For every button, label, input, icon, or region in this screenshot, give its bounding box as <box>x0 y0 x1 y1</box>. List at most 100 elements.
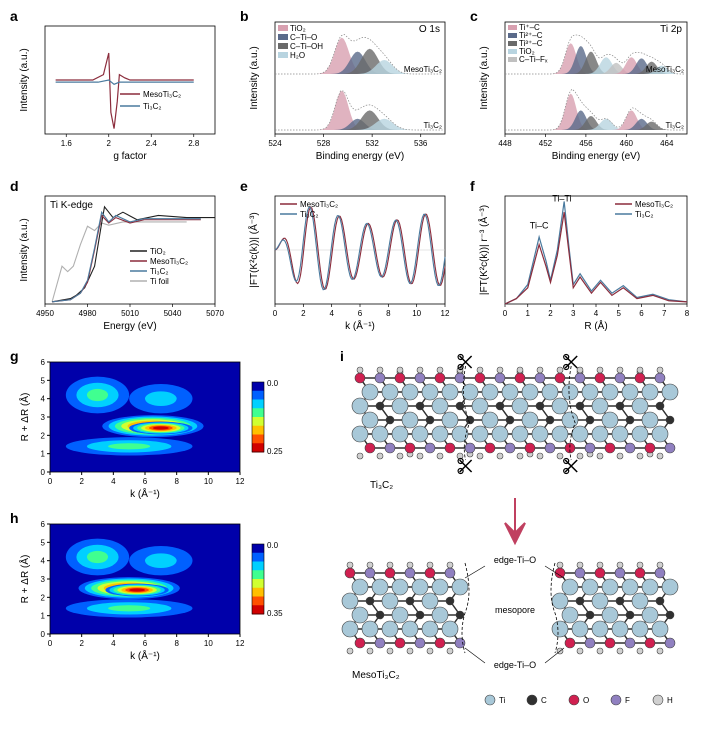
svg-text:0.0: 0.0 <box>267 541 279 550</box>
panel-a: a 1.622.42.8g factorIntensity (a.u.)Meso… <box>10 8 225 168</box>
svg-text:edge-Ti–O: edge-Ti–O <box>494 555 536 565</box>
svg-text:4: 4 <box>329 309 334 318</box>
svg-text:0: 0 <box>503 309 508 318</box>
panel-a-label: a <box>10 8 18 24</box>
svg-text:0: 0 <box>48 639 53 648</box>
svg-text:MesoTi₃C₂: MesoTi₃C₂ <box>646 65 684 74</box>
svg-text:0: 0 <box>48 477 53 486</box>
svg-text:12: 12 <box>236 639 245 648</box>
svg-text:536: 536 <box>414 139 428 148</box>
svg-text:k (Å⁻¹): k (Å⁻¹) <box>130 649 160 662</box>
svg-text:Energy (eV): Energy (eV) <box>103 321 156 332</box>
svg-text:C–Ti–Fₓ: C–Ti–Fₓ <box>519 55 548 64</box>
svg-text:8: 8 <box>174 639 179 648</box>
svg-text:MesoTi₃C₂: MesoTi₃C₂ <box>404 65 442 74</box>
svg-text:R + ΔR (Å): R + ΔR (Å) <box>18 555 31 604</box>
svg-text:R + ΔR (Å): R + ΔR (Å) <box>18 393 31 442</box>
svg-text:F: F <box>625 696 630 705</box>
svg-text:Ti foil: Ti foil <box>150 277 169 286</box>
svg-text:0.35: 0.35 <box>267 609 283 618</box>
svg-text:H₂O: H₂O <box>290 51 305 60</box>
svg-text:4: 4 <box>111 477 116 486</box>
svg-text:3: 3 <box>41 575 46 584</box>
svg-text:1: 1 <box>41 450 46 459</box>
svg-text:460: 460 <box>620 139 634 148</box>
svg-text:Ti: Ti <box>499 696 506 705</box>
svg-text:6: 6 <box>143 639 148 648</box>
svg-text:4: 4 <box>41 557 46 566</box>
svg-text:2: 2 <box>79 477 84 486</box>
panel-c-label: c <box>470 8 478 24</box>
svg-text:Binding energy (eV): Binding energy (eV) <box>552 151 640 162</box>
svg-text:4950: 4950 <box>36 309 54 318</box>
svg-text:C–Ti–OH: C–Ti–OH <box>290 42 323 51</box>
svg-text:O 1s: O 1s <box>419 24 440 35</box>
svg-text:5070: 5070 <box>206 309 224 318</box>
panel-e-chart: 024681012k (Å⁻¹)|FT(K²c(k))| (Å⁻³)MesoTi… <box>240 178 455 338</box>
panel-g-label: g <box>10 348 19 364</box>
svg-text:528: 528 <box>317 139 331 148</box>
svg-text:5: 5 <box>41 538 46 547</box>
svg-text:O: O <box>583 696 589 705</box>
svg-text:8: 8 <box>174 477 179 486</box>
svg-text:10: 10 <box>204 639 213 648</box>
svg-text:C–Ti–O: C–Ti–O <box>290 33 317 42</box>
svg-text:|FT(K²c(k))| r⁻³ (Å⁻³): |FT(K²c(k))| r⁻³ (Å⁻³) <box>477 205 490 295</box>
svg-text:Ti K-edge: Ti K-edge <box>50 200 93 211</box>
svg-text:Intensity (a.u.): Intensity (a.u.) <box>19 218 30 281</box>
svg-text:2.8: 2.8 <box>188 139 200 148</box>
svg-text:Ti–C: Ti–C <box>530 220 549 230</box>
svg-text:6: 6 <box>358 309 363 318</box>
svg-text:MesoTi₃C₂: MesoTi₃C₂ <box>352 670 400 681</box>
panel-h-chart: 0246810120123456k (Å⁻¹)R + ΔR (Å)0.00.35 <box>10 510 330 670</box>
svg-text:1.6: 1.6 <box>61 139 73 148</box>
svg-text:Binding energy (eV): Binding energy (eV) <box>316 151 404 162</box>
panel-f-chart: 012345678R (Å)|FT(K²c(k))| r⁻³ (Å⁻³)Ti–C… <box>470 178 696 338</box>
panel-i: i Ti₃C₂MesoTi₃C₂edge-Ti–Omesoporeedge-Ti… <box>320 348 696 718</box>
svg-text:456: 456 <box>579 139 593 148</box>
panel-g: g 0246810120123456k (Å⁻¹)R + ΔR (Å)0.00.… <box>10 348 330 508</box>
svg-text:8: 8 <box>685 309 690 318</box>
svg-text:3: 3 <box>571 309 576 318</box>
panel-f-label: f <box>470 178 475 194</box>
svg-text:0: 0 <box>41 468 46 477</box>
panel-i-label: i <box>340 348 344 364</box>
svg-text:2.4: 2.4 <box>146 139 158 148</box>
svg-text:H: H <box>667 696 673 705</box>
panel-d-chart: 49504980501050405070Energy (eV)Intensity… <box>10 178 225 338</box>
svg-text:R (Å): R (Å) <box>584 319 607 332</box>
panel-g-chart: 0246810120123456k (Å⁻¹)R + ΔR (Å)0.00.25 <box>10 348 330 508</box>
svg-text:0.25: 0.25 <box>267 447 283 456</box>
svg-text:Ti₃C₂: Ti₃C₂ <box>423 121 442 130</box>
svg-text:0: 0 <box>273 309 278 318</box>
svg-text:MesoTi₃C₂: MesoTi₃C₂ <box>143 90 181 99</box>
svg-text:5: 5 <box>617 309 622 318</box>
panel-f: f 012345678R (Å)|FT(K²c(k))| r⁻³ (Å⁻³)Ti… <box>470 178 696 338</box>
panel-b-chart: 524 528 532 536 Binding energy (eV) Intensity… <box>240 8 455 168</box>
svg-text:4: 4 <box>111 639 116 648</box>
svg-text:532: 532 <box>365 139 379 148</box>
svg-text:6: 6 <box>639 309 644 318</box>
panel-e: e 024681012k (Å⁻¹)|FT(K²c(k))| (Å⁻³)Meso… <box>240 178 455 338</box>
svg-text:1: 1 <box>526 309 531 318</box>
panel-b: b 524528532536Binding energy (eV)Intensi… <box>240 8 455 168</box>
svg-text:524: 524 <box>268 139 282 148</box>
panel-h: h 0246810120123456k (Å⁻¹)R + ΔR (Å)0.00.… <box>10 510 330 670</box>
svg-text:Ti₃C₂: Ti₃C₂ <box>150 267 169 276</box>
panel-d-label: d <box>10 178 19 194</box>
svg-text:2: 2 <box>41 431 46 440</box>
svg-text:7: 7 <box>662 309 667 318</box>
svg-text:Intensity (a.u.): Intensity (a.u.) <box>479 46 490 109</box>
svg-text:0: 0 <box>41 630 46 639</box>
svg-text:k (Å⁻¹): k (Å⁻¹) <box>130 487 160 500</box>
svg-text:Intensity (a.u.): Intensity (a.u.) <box>249 46 260 109</box>
svg-text:6: 6 <box>41 358 46 367</box>
svg-text:Intensity (a.u.): Intensity (a.u.) <box>19 48 30 111</box>
svg-text:MesoTi₃C₂: MesoTi₃C₂ <box>635 200 673 209</box>
svg-text:6: 6 <box>41 520 46 529</box>
svg-text:3: 3 <box>41 413 46 422</box>
panel-i-diagram: Ti₃C₂MesoTi₃C₂edge-Ti–Omesoporeedge-Ti–O… <box>320 348 696 718</box>
svg-text:C: C <box>541 696 547 705</box>
svg-text:Ti₃C₂: Ti₃C₂ <box>665 121 684 130</box>
svg-text:5040: 5040 <box>164 309 182 318</box>
